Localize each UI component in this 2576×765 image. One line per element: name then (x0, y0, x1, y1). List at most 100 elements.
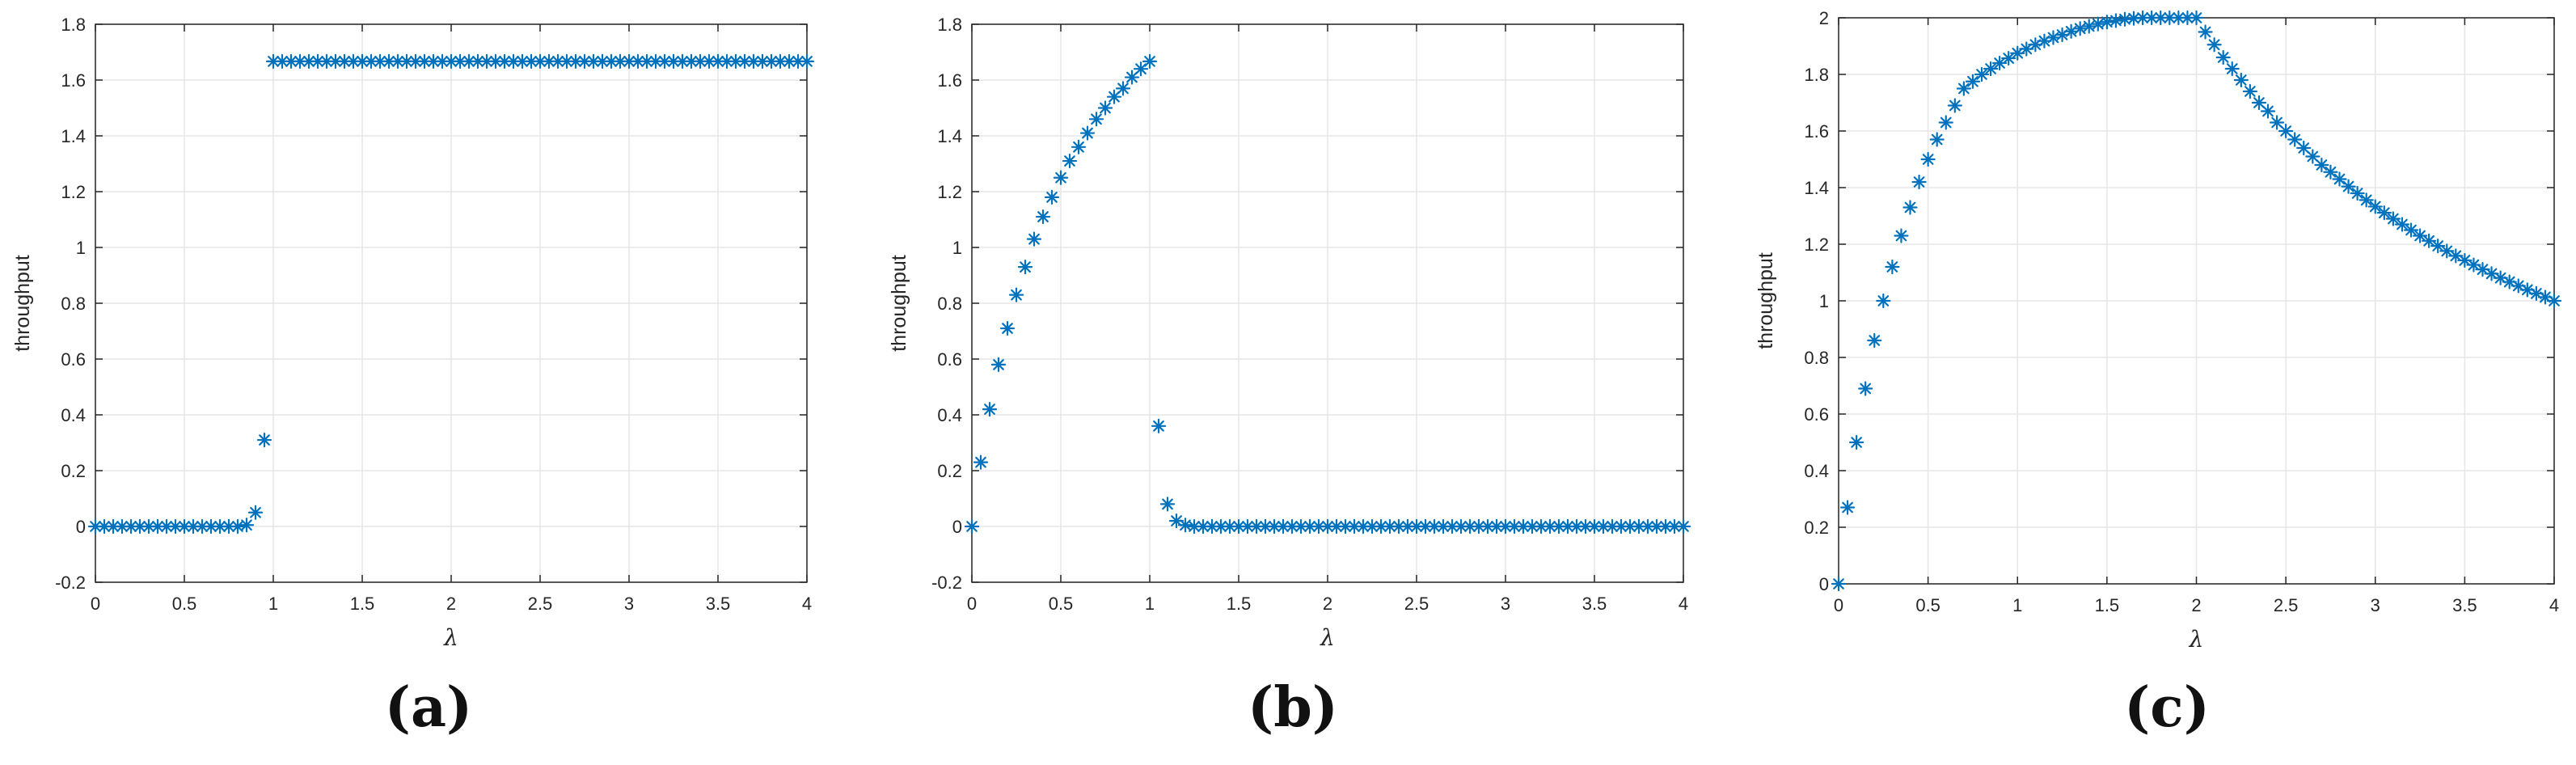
y-tick-label: 0 (1819, 574, 1829, 594)
data-point (505, 53, 522, 69)
data-point-stroke (1580, 521, 1591, 532)
data-point-stroke (321, 56, 332, 67)
data-point-stroke (481, 56, 492, 67)
data-point-stroke (1064, 155, 1075, 167)
data-point-stroke (2164, 12, 2176, 23)
data-point (1293, 518, 1309, 535)
data-point (283, 53, 299, 69)
data-point-stroke (1011, 289, 1022, 301)
data-point-stroke (2092, 18, 2104, 30)
data-point-stroke (285, 56, 297, 67)
data-point-stroke (437, 56, 448, 67)
data-point-stroke (1660, 521, 1671, 532)
data-point (2224, 61, 2240, 77)
data-point-stroke (268, 56, 279, 67)
data-point-stroke (152, 521, 163, 532)
data-point-stroke (1500, 521, 1511, 532)
data-point (2394, 217, 2410, 232)
data-point (1876, 293, 1891, 309)
data-point-stroke (1358, 521, 1369, 532)
data-point-stroke (739, 56, 750, 67)
data-point (1053, 170, 1069, 185)
y-tick-label: 0.4 (1804, 461, 1829, 481)
data-point (990, 357, 1007, 372)
data-point (621, 53, 637, 69)
data-point-stroke (1286, 521, 1298, 532)
data-point-stroke (2468, 259, 2480, 271)
data-point-stroke (374, 56, 386, 67)
data-point (1079, 125, 1096, 141)
y-tick-label: 2 (1819, 8, 1829, 28)
data-point (523, 53, 539, 69)
data-point-stroke (348, 56, 359, 67)
data-point (158, 518, 175, 535)
x-axis-label: λ (443, 624, 458, 651)
data-point (319, 53, 335, 69)
data-point-stroke (143, 521, 154, 532)
data-point (2046, 30, 2061, 45)
y-tick-label: 0.8 (1804, 348, 1829, 368)
data-point (1026, 231, 1042, 247)
data-point-stroke (1949, 99, 1961, 112)
data-point-stroke (686, 56, 697, 67)
data-point (2296, 140, 2312, 156)
data-point (2206, 37, 2222, 53)
data-point-stroke (1055, 171, 1066, 184)
data-point-stroke (1958, 82, 1970, 95)
data-point-stroke (1482, 521, 1493, 532)
data-point-stroke (2101, 16, 2113, 28)
data-point-stroke (303, 56, 315, 67)
data-point (381, 53, 397, 69)
y-tick-label: 1.2 (1804, 235, 1829, 255)
data-point-stroke (2128, 12, 2139, 24)
data-point-stroke (1384, 521, 1396, 532)
data-point (1088, 112, 1104, 127)
data-point-stroke (1260, 521, 1271, 532)
data-point (2376, 205, 2392, 221)
x-tick-label: 0 (91, 594, 100, 614)
x-tick-label: 1 (1145, 594, 1155, 614)
data-point-stroke (632, 56, 644, 67)
data-point-stroke (196, 521, 208, 532)
data-point-stroke (1976, 69, 1987, 80)
data-point (1675, 518, 1691, 535)
data-point-stroke (2549, 295, 2560, 306)
data-point-stroke (757, 56, 768, 67)
data-point (2314, 157, 2329, 173)
data-point-stroke (1994, 57, 2005, 69)
data-point-stroke (2432, 240, 2444, 251)
data-point (1062, 153, 1078, 169)
data-point-stroke (641, 56, 652, 67)
data-point-stroke (1562, 521, 1573, 532)
data-point-stroke (2190, 12, 2202, 23)
data-point (2332, 171, 2347, 187)
data-point (1560, 518, 1576, 535)
data-point (203, 518, 219, 535)
data-point-stroke (801, 56, 813, 67)
data-point (1974, 66, 1990, 82)
x-tick-label: 3.5 (2452, 595, 2477, 615)
data-point-stroke (1100, 102, 1111, 114)
data-point-stroke (2217, 52, 2229, 63)
data-point-stroke (419, 56, 430, 67)
data-point (1115, 81, 1131, 96)
data-point-stroke (1473, 521, 1484, 532)
data-point-stroke (2423, 235, 2435, 247)
data-point-stroke (161, 521, 172, 532)
x-tick-label: 0 (967, 594, 977, 614)
data-point (2063, 23, 2079, 39)
data-point-stroke (2289, 133, 2301, 146)
data-point (2215, 49, 2231, 66)
data-point-stroke (232, 521, 243, 532)
y-tick-label: 1.8 (61, 15, 86, 35)
data-point-stroke (975, 456, 986, 468)
data-point-stroke (1544, 521, 1556, 532)
y-axis-label: throughput (11, 255, 34, 352)
data-point-stroke (223, 521, 234, 532)
y-tick-label: -0.2 (55, 573, 86, 593)
data-point-stroke (1340, 521, 1351, 532)
x-tick-label: 1.5 (1227, 594, 1252, 614)
data-point (1533, 518, 1549, 535)
y-tick-label: 0.6 (937, 349, 962, 370)
data-point-stroke (1153, 420, 1164, 432)
